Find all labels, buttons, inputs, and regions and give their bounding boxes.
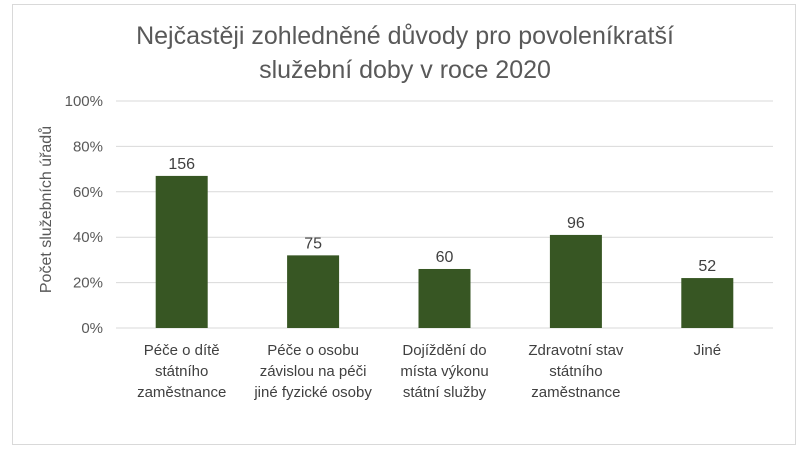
y-tick-label: 40% <box>73 229 103 246</box>
category-label-line: Péče o osobu <box>267 342 359 359</box>
category-label-line: Dojíždění do <box>402 342 486 359</box>
category-label: Jiné <box>694 342 722 359</box>
y-tick-label: 0% <box>81 320 103 337</box>
data-label: 156 <box>168 156 195 173</box>
y-tick-label: 100% <box>65 93 103 110</box>
data-label: 96 <box>567 215 585 232</box>
category-label: Péče o osobu závislou na péči jiné fyzické… <box>253 342 372 401</box>
category-label-line: státního <box>155 363 208 380</box>
y-tick-label: 20% <box>73 275 103 292</box>
category-label-line: Jiné <box>694 342 722 359</box>
category-label: Zdravotní stav státního zaměstnance <box>528 342 624 401</box>
category-label-line: státní služby <box>403 384 487 401</box>
category-label-line: místa výkonu <box>400 363 488 380</box>
data-labels: 156 75 60 96 52 <box>168 156 716 275</box>
data-label: 75 <box>304 235 322 252</box>
bar <box>156 176 208 328</box>
bar <box>681 278 733 328</box>
bar <box>287 255 339 328</box>
y-tick-labels: 0% 20% 40% 60% 80% 100% <box>65 93 103 337</box>
category-labels: Péče o dítě státního zaměstnance Péče o oso… <box>137 342 721 401</box>
category-label-line: jiné fyzické osoby <box>253 384 372 401</box>
chart-plot: 0% 20% 40% 60% 80% 100% 156 75 60 96 52 Péče o dí… <box>13 5 797 446</box>
category-label-line: zaměstnance <box>531 384 620 401</box>
category-label-line: zaměstnance <box>137 384 226 401</box>
data-label: 60 <box>436 249 454 266</box>
y-axis-label: Počet služebních úřadů <box>37 126 55 293</box>
data-label: 52 <box>698 258 716 275</box>
y-tick-label: 80% <box>73 138 103 155</box>
category-label-line: Zdravotní stav <box>528 342 624 359</box>
category-label: Péče o dítě státního zaměstnance <box>137 342 226 401</box>
y-tick-label: 60% <box>73 184 103 201</box>
category-label-line: závislou na péči <box>260 363 367 380</box>
bar <box>550 235 602 328</box>
category-label: Dojíždění do místa výkonu státní služby <box>400 342 488 401</box>
category-label-line: Péče o dítě <box>144 342 220 359</box>
chart-frame: Nejčastěji zohledněné důvody pro povolen… <box>12 4 796 445</box>
bar <box>419 269 471 328</box>
category-label-line: státního <box>549 363 602 380</box>
